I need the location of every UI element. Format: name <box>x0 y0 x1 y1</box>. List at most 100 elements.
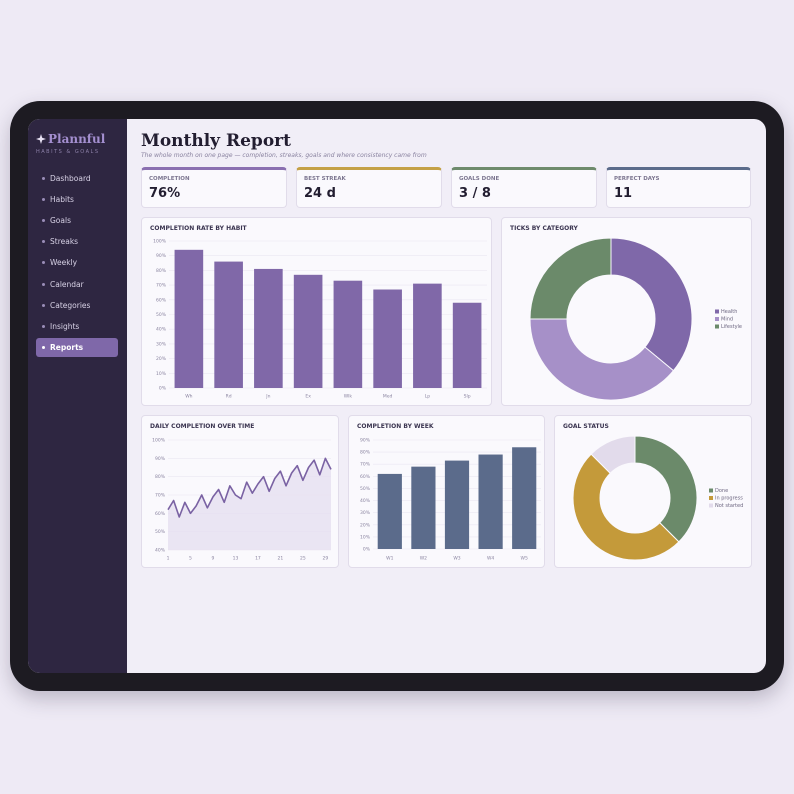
nav-label: Weekly <box>50 258 78 268</box>
donut-segment <box>529 318 675 401</box>
nav-bullet <box>42 303 45 307</box>
y-tick-label: 70% <box>360 462 371 468</box>
nav-item[interactable]: Habits <box>36 190 118 209</box>
nav-item[interactable]: Streaks <box>36 232 118 251</box>
kpi-value: 3 / 8 <box>459 186 491 201</box>
nav-bullet <box>42 345 45 349</box>
x-tick-label: Wlk <box>344 394 353 400</box>
bar <box>411 466 436 549</box>
nav-label: Dashboard <box>50 174 91 183</box>
nav-bullet <box>42 240 45 244</box>
brand: Plannful <box>48 132 106 146</box>
nav-label: Categories <box>50 300 91 310</box>
chart-card: COMPLETION BY WEEK 0% 10% 20% 30% 40% 50% 60% 70… <box>348 415 545 568</box>
kpi-label: COMPLETION <box>149 176 190 182</box>
x-tick-label: Jn <box>265 394 270 400</box>
y-tick-label: 50% <box>360 486 371 492</box>
nav-item[interactable]: Calendar <box>36 275 118 294</box>
nav-bullet <box>42 198 45 202</box>
kpi-card: GOALS DONE 3 / 8 <box>451 167 597 208</box>
chart-title: COMPLETION BY WEEK <box>357 423 434 430</box>
kpi-label: PERFECT DAYS <box>614 176 660 182</box>
nav-label: Habits <box>50 195 74 205</box>
sidebar: Plannful HABITS & GOALS Dashboard Habits G… <box>28 119 127 673</box>
bar <box>444 460 470 549</box>
legend-swatch <box>715 309 719 314</box>
x-tick-label: 13 <box>233 556 239 562</box>
bar <box>512 447 537 549</box>
y-tick-label: 100% <box>153 239 167 245</box>
legend-swatch <box>715 324 719 329</box>
y-tick-label: 0% <box>363 547 371 553</box>
legend-label: Health <box>721 309 737 315</box>
nav-item[interactable]: Insights <box>36 317 118 336</box>
chart-title: TICKS BY CATEGORY <box>510 225 578 232</box>
x-tick-label: W4 <box>487 556 494 562</box>
nav-item[interactable]: Reports <box>36 337 118 357</box>
legend-label: Done <box>715 488 728 494</box>
x-tick-label: Lp <box>425 394 431 400</box>
kpi-card: BEST STREAK 24 d <box>296 167 442 208</box>
y-tick-label: 10% <box>156 371 167 377</box>
kpi-value: 24 d <box>304 186 336 201</box>
nav-item[interactable]: Dashboard <box>36 169 118 188</box>
nav-label: Streaks <box>50 237 79 247</box>
donut-segment <box>529 237 612 320</box>
y-tick-label: 80% <box>360 450 371 456</box>
chart-title: COMPLETION RATE BY HABIT <box>150 225 247 232</box>
nav-bullet <box>42 261 45 265</box>
legend-label: In progress <box>715 496 743 502</box>
kpi-value: 76% <box>149 186 181 201</box>
y-tick-label: 0% <box>159 386 167 392</box>
nav-bullet <box>42 219 45 223</box>
x-tick-label: 17 <box>255 556 261 562</box>
y-tick-label: 80% <box>156 268 167 274</box>
nav-item[interactable]: Weekly <box>36 253 118 272</box>
y-tick-label: 50% <box>155 529 166 535</box>
x-tick-label: 21 <box>278 556 284 562</box>
x-tick-label: W3 <box>453 556 460 562</box>
y-tick-label: 20% <box>360 522 371 528</box>
x-tick-label: Rd <box>226 394 232 400</box>
chart: 0% 10% 20% 30% 40% 50% 60% 70% 80% 90% W1 W2 W3 W4 W5 <box>360 438 541 562</box>
donut-segment <box>572 453 680 561</box>
donut-segment <box>590 435 636 474</box>
x-tick-label: Med <box>383 394 393 400</box>
bar <box>174 249 204 388</box>
page-subtitle: The whole month on one page — completion… <box>141 152 427 159</box>
x-tick-label: 5 <box>189 556 192 562</box>
y-tick-label: 20% <box>156 356 167 362</box>
y-tick-label: 90% <box>156 253 167 259</box>
legend-swatch <box>709 496 713 500</box>
legend-label: Mind <box>721 317 733 323</box>
x-tick-label: Slp <box>464 394 471 400</box>
nav-item[interactable]: Categories <box>36 296 118 315</box>
y-tick-label: 100% <box>152 438 166 444</box>
y-tick-label: 60% <box>360 474 371 480</box>
legend-swatch <box>709 488 713 493</box>
page-title: Monthly Report <box>141 131 291 151</box>
legend-swatch <box>715 317 719 321</box>
x-tick-label: W1 <box>386 556 393 562</box>
nav-bullet <box>42 177 45 180</box>
legend-label: Not started <box>715 503 743 509</box>
y-tick-label: 40% <box>360 498 371 504</box>
x-tick-label: 29 <box>323 556 329 562</box>
y-tick-label: 50% <box>156 312 167 318</box>
x-tick-label: Wh <box>185 394 192 400</box>
nav-item[interactable]: Goals <box>36 211 118 230</box>
chart-title: GOAL STATUS <box>563 423 609 430</box>
nav-label: Reports <box>50 342 84 352</box>
bar <box>254 268 283 388</box>
nav-bullet <box>42 324 45 328</box>
x-tick-label: W5 <box>521 556 528 562</box>
line-area <box>168 458 331 550</box>
chart: 40% 50% 60% 70% 80% 90% 100% 1 5 9 13 17 21 25 29 <box>152 438 332 562</box>
brand-icon <box>36 134 46 144</box>
chart-card: COMPLETION RATE BY HABIT 0% 10% 20% 30% 40% 50… <box>141 217 492 406</box>
kpi-card: PERFECT DAYS 11 <box>606 167 751 208</box>
y-tick-label: 80% <box>155 474 166 480</box>
